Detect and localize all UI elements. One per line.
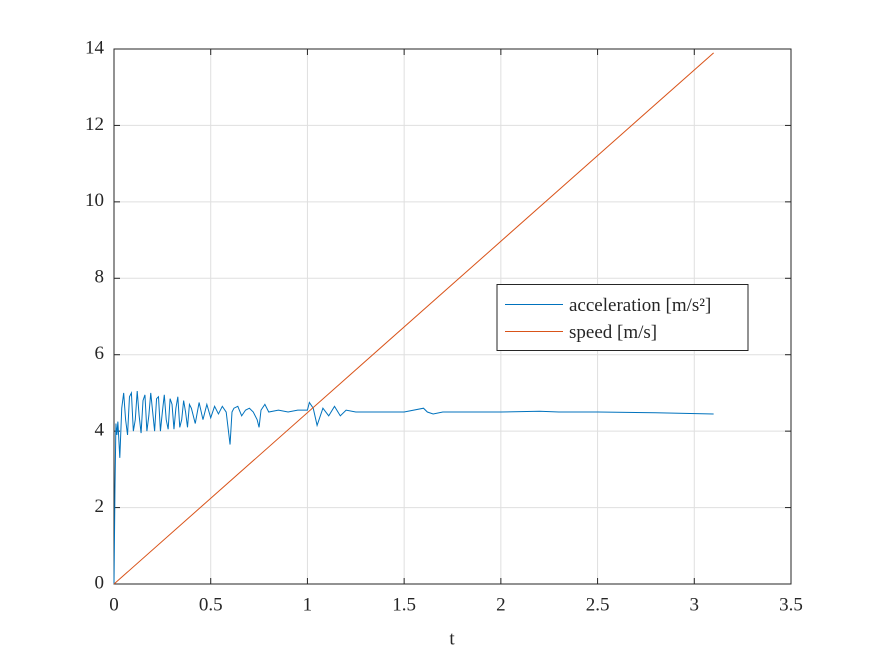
y-tick-label: 0 bbox=[95, 572, 105, 593]
x-tick-label: 0.5 bbox=[199, 594, 223, 615]
legend-label: acceleration [m/s²] bbox=[569, 295, 711, 316]
legend-box bbox=[496, 284, 749, 351]
legend-label: speed [m/s] bbox=[569, 322, 657, 343]
y-tick-label: 2 bbox=[95, 496, 105, 517]
data-line bbox=[113, 390, 714, 585]
x-tick-label: 1 bbox=[303, 594, 313, 615]
x-tick-label: 2.5 bbox=[586, 594, 610, 615]
y-tick-label: 4 bbox=[95, 420, 105, 441]
x-tick-label: 3 bbox=[690, 594, 700, 615]
y-tick-label: 12 bbox=[85, 114, 104, 135]
data-line bbox=[113, 52, 714, 585]
y-tick-label: 14 bbox=[85, 37, 105, 58]
x-tick-label: 1.5 bbox=[392, 594, 416, 615]
x-axis-label: t bbox=[449, 628, 455, 649]
y-tick-label: 6 bbox=[95, 343, 105, 364]
x-tick-label: 2 bbox=[496, 594, 506, 615]
x-tick-label: 0 bbox=[109, 594, 119, 615]
plot-frame bbox=[113, 48, 792, 585]
x-tick-label: 3.5 bbox=[779, 594, 803, 615]
y-tick-label: 8 bbox=[95, 267, 105, 288]
y-tick-label: 10 bbox=[85, 190, 104, 211]
